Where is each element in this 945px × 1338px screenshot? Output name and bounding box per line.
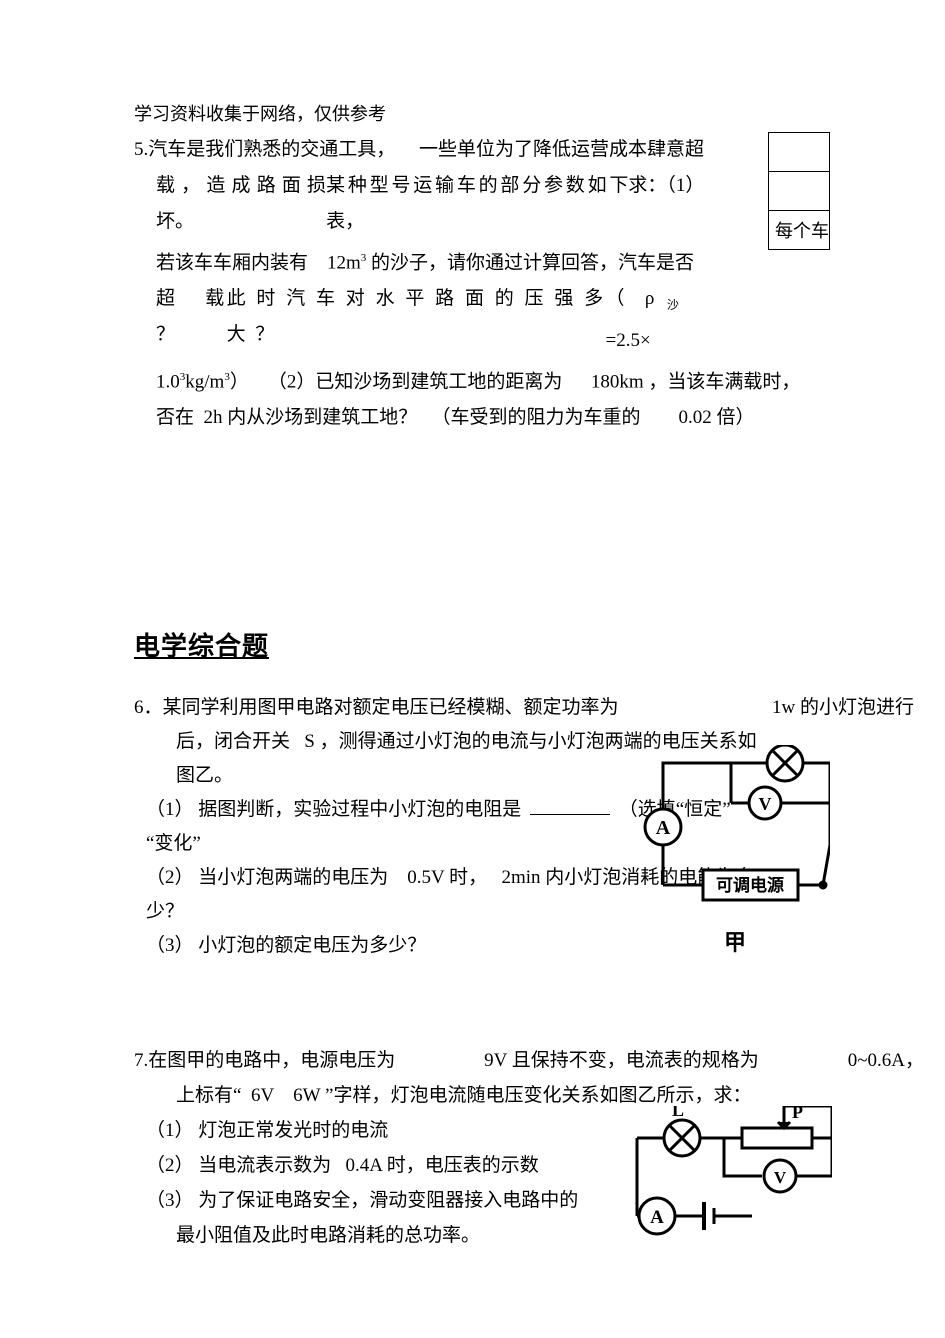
- q7-s2a: 当电流表示数为: [198, 1155, 331, 1176]
- q6-s1c: “变化”: [146, 833, 201, 854]
- q7-s2v: 0.4A: [346, 1155, 382, 1176]
- section-heading-electricity: 电学综合题: [134, 626, 760, 663]
- q6-s2v1: 0.5V: [407, 867, 444, 888]
- q5-parameter-table: 每个车: [768, 132, 830, 250]
- ammeter-label: A: [656, 817, 671, 839]
- q7-i2b: ”字样，灯泡电流随电压变化关系如图乙所示，求：: [325, 1085, 751, 1106]
- q5-l5e: ，当该车满载时，: [648, 371, 800, 392]
- page-container: 学习资料收集于网络，仅供参考 5.汽车是我们熟悉的交通工具， 一些单位为了降低运…: [0, 0, 760, 1253]
- q5-l3v1: 12m: [327, 252, 361, 273]
- table-cell-r3: 每个车: [769, 211, 830, 250]
- q5-l2a: 载，造成路面损坏。: [156, 168, 326, 240]
- table-cell-r2: [769, 172, 830, 211]
- q5-l6c: （车受到的阻力为车重的: [432, 407, 641, 428]
- q5-l1a: 汽车是我们熟悉的交通工具，: [148, 139, 395, 160]
- q7-s2-label: （2）: [146, 1155, 194, 1176]
- q5-l5d: （2）已知沙场到建筑工地的距离为: [268, 371, 563, 392]
- q7-i2v2: 6W: [293, 1085, 320, 1106]
- q6-s2a: 当小灯泡两端的电压为: [198, 867, 388, 888]
- q5-l2b: 某种型号运输车的部分参数如下表，: [326, 168, 628, 240]
- q5-l4a: 超 载 ？: [156, 281, 227, 359]
- header-note: 学习资料收集于网络，仅供参考: [134, 100, 760, 126]
- q5-l6v2: 0.02: [679, 407, 712, 428]
- q7-s2b: 时，电压表的示数: [387, 1155, 539, 1176]
- slider-label: P: [792, 1106, 803, 1122]
- q5-l2c: 求：（1）: [628, 168, 704, 240]
- q7-i1v1: 9V: [484, 1050, 507, 1071]
- q5-l4ab: 此 时 汽 车 对 水 平 路 面 的 压 强 多 大 ？: [227, 281, 606, 359]
- q5-l4c: =2.5×: [606, 330, 651, 351]
- q7-i2a: 上标有“: [176, 1085, 241, 1106]
- q6-i1b: 的小灯泡进行: [795, 697, 914, 718]
- q5-label: 5.: [134, 139, 148, 160]
- q7-i2v1: 6V: [251, 1085, 274, 1106]
- q5-l5v: 180km: [591, 371, 644, 392]
- q5-l3s1: 3: [361, 252, 367, 264]
- q5-l1b: 一些单位为了降低运营成本肆意超: [419, 132, 704, 168]
- q7-s1-label: （1）: [146, 1120, 194, 1141]
- q6-s3a: 小灯泡的额定电压为多少？: [198, 935, 426, 956]
- q7-i1c: ，: [905, 1050, 924, 1071]
- q5-l3a: 若该车车厢内装有: [156, 252, 308, 273]
- q5-l6d: 倍）: [717, 407, 755, 428]
- q6-i2a: 后，闭合开关: [176, 731, 290, 752]
- q6-s2v2: 2min: [501, 867, 540, 888]
- q7-s1a: 灯泡正常发光时的电流: [198, 1120, 388, 1141]
- q5-l5a: 1.0: [156, 371, 180, 392]
- diagram-jia-caption: 甲: [724, 925, 746, 957]
- voltmeter-label: V: [759, 794, 772, 814]
- q6-i1a: 某同学利用图甲电路对额定电压已经模糊、额定功率为: [163, 697, 619, 718]
- q7-s3a: 为了保证电路安全，滑动变阻器接入电路中的: [198, 1190, 578, 1211]
- q7-voltmeter-label: V: [774, 1168, 787, 1187]
- q6-s2-label: （2）: [146, 867, 194, 888]
- q7-ammeter-label: A: [650, 1207, 664, 1228]
- q6-i2v: S: [304, 731, 315, 752]
- q5-l4b: （ ρ: [606, 288, 655, 309]
- q5-l4sub: 沙: [667, 298, 687, 312]
- q5-l6b: 内从沙场到建筑工地？: [227, 407, 417, 428]
- circuit-diagram-jia: A V 可调电源: [635, 745, 830, 920]
- q5-l6a: 否在: [156, 407, 194, 428]
- q5-l3b: 的沙子，请你通过计算回答，汽车是否: [371, 252, 694, 273]
- blank-underline: [530, 796, 610, 815]
- q6-s2b: 时，: [449, 867, 487, 888]
- lamp-label: L: [672, 1106, 684, 1120]
- q6-i1v: 1w: [772, 697, 795, 718]
- q5-l6v: 2h: [204, 407, 223, 428]
- q6-s1a: 据图判断，实验过程中小灯泡的电阻是: [198, 799, 521, 820]
- circuit-diagram-q7: L P A V: [632, 1106, 832, 1236]
- q6-label: 6．: [134, 697, 163, 718]
- q7-s3b: 最小阻值及此时电路消耗的总功率。: [176, 1225, 480, 1246]
- q5-l5c: ）: [230, 371, 249, 392]
- question-5: 5.汽车是我们熟悉的交通工具， 一些单位为了降低运营成本肆意超 载，造成路面损坏…: [134, 132, 760, 436]
- table-cell-r1: [769, 133, 830, 172]
- q7-i1b: 且保持不变，电流表的规格为: [507, 1050, 759, 1071]
- q6-s1-label: （1）: [146, 799, 194, 820]
- q5-l5b: kg/m: [185, 371, 224, 392]
- q7-s3-label: （3）: [146, 1190, 194, 1211]
- q6-s3-label: （3）: [146, 935, 194, 956]
- q7-i1v2: 0~0.6A: [848, 1050, 905, 1071]
- q7-label: 7.: [134, 1050, 148, 1071]
- q7-i1a: 在图甲的电路中，电源电压为: [148, 1050, 395, 1071]
- q5-text: 5.汽车是我们熟悉的交通工具， 一些单位为了降低运营成本肆意超 载，造成路面损坏…: [134, 132, 704, 436]
- source-label: 可调电源: [716, 875, 784, 895]
